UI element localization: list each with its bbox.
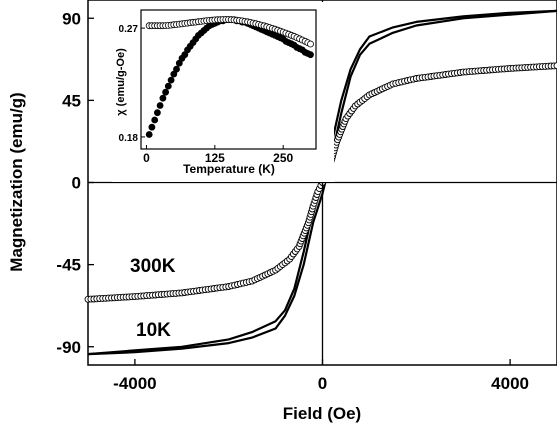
inset-filled-point: [164, 82, 172, 90]
inset-background: [112, 2, 334, 182]
inset-filled-point: [148, 123, 156, 131]
annotation-300k: 300K: [130, 256, 176, 277]
inset-ticks-layer: 0 125 250 0.18 0.27: [119, 24, 294, 165]
inset-series-open: [145, 16, 314, 48]
y-tick-label: 90: [62, 9, 81, 28]
inset-filled-point: [162, 88, 170, 96]
inset-open-point: [307, 40, 314, 48]
inset-filled-point: [151, 116, 159, 124]
inset-y-tick-label: 0.18: [119, 133, 139, 144]
series-300k-markers: [84, 62, 557, 303]
inset-plot-frame: [140, 9, 317, 150]
inset-series-layer: [145, 16, 314, 138]
y-tick-label: -90: [56, 338, 81, 357]
series-300k-point: [553, 62, 557, 70]
inset-x-tick-label: 125: [205, 151, 225, 165]
x-tick-label: 0: [318, 374, 327, 393]
inset-filled-point: [159, 94, 167, 102]
inset-filled-point: [173, 65, 180, 73]
y-tick-label: 0: [72, 174, 81, 193]
y-axis-label: Magnetization (emu/g): [7, 92, 26, 271]
inset-chart: 0 125 250 0.18 0.27 Temperature (K) χ (emu/g…: [112, 2, 334, 182]
x-tick-label: -4000: [113, 374, 156, 393]
x-axis-label: Field (Oe): [283, 404, 361, 423]
inset-filled-point: [145, 131, 153, 138]
inset-y-tick-label: 0.27: [119, 24, 139, 35]
inset-filled-point: [153, 109, 161, 117]
inset-x-axis-label: Temperature (K): [183, 162, 275, 176]
inset-filled-point: [156, 102, 164, 109]
inset-x-tick-label: 0: [143, 151, 150, 165]
inset-filled-point: [307, 51, 314, 59]
x-tick-label: 4000: [491, 374, 529, 393]
annotation-10k: 10K: [136, 320, 171, 341]
inset-filled-point: [167, 76, 175, 84]
inset-x-tick-label: 250: [273, 151, 293, 165]
main-chart: -4000 0 4000 -90 -45 0 45 90 Field (Oe) Magneti…: [7, 0, 557, 423]
inset-y-axis-label: χ (emu/g-Oe): [115, 48, 127, 116]
main-ticks-layer: -4000 0 4000 -90 -45 0 45 90: [56, 0, 557, 393]
y-tick-label: -45: [56, 256, 81, 275]
y-tick-label: 45: [62, 91, 81, 110]
